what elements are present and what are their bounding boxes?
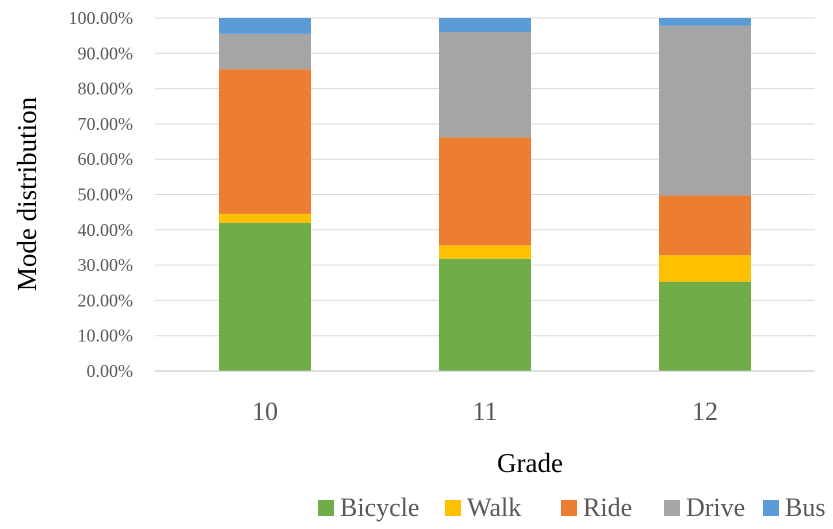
y-tick-label: 90.00%	[78, 43, 134, 63]
y-axis-ticks: 0.00% 10.00% 20.00% 30.00% 40.00% 50.00% 60.00…	[69, 8, 134, 381]
x-tick-label: 10	[252, 397, 278, 426]
bar-segment-ride	[439, 137, 531, 246]
bar-segment-bus	[439, 18, 531, 33]
bar-segment-drive	[219, 33, 311, 70]
y-tick-label: 0.00%	[87, 361, 134, 381]
bar-segment-ride	[219, 69, 311, 214]
legend-label-drive: Drive	[686, 493, 745, 522]
y-tick-label: 100.00%	[69, 8, 134, 28]
y-axis-title: Mode distribution	[12, 96, 42, 291]
bar-segment-ride	[659, 195, 751, 256]
bar-segment-bicycle	[439, 258, 531, 371]
x-axis-title: Grade	[497, 448, 563, 478]
bar-segment-bus	[659, 18, 751, 26]
bars	[219, 18, 751, 371]
legend-swatch-bicycle	[318, 500, 334, 516]
y-tick-label: 80.00%	[78, 79, 134, 99]
bar-segment-walk	[659, 255, 751, 282]
bar-segment-drive	[659, 25, 751, 196]
y-tick-label: 70.00%	[78, 114, 134, 134]
legend-swatch-bus	[763, 500, 779, 516]
x-tick-label: 12	[692, 397, 718, 426]
y-tick-label: 50.00%	[78, 185, 134, 205]
legend-swatch-ride	[561, 500, 577, 516]
x-axis-ticks: 10 11 12	[252, 397, 718, 426]
bar-segment-drive	[439, 32, 531, 138]
y-tick-label: 30.00%	[78, 255, 134, 275]
y-tick-label: 20.00%	[78, 290, 134, 310]
bar-segment-bicycle	[219, 222, 311, 371]
bar-segment-walk	[439, 245, 531, 259]
legend-label-walk: Walk	[467, 493, 521, 522]
legend-label-ride: Ride	[583, 493, 632, 522]
bar-segment-bicycle	[659, 281, 751, 371]
bar-segment-walk	[219, 213, 311, 223]
legend-label-bicycle: Bicycle	[340, 493, 419, 522]
y-tick-label: 10.00%	[78, 326, 134, 346]
legend-label-bus: Bus	[785, 493, 825, 522]
bar-segment-bus	[219, 18, 311, 34]
y-tick-label: 60.00%	[78, 149, 134, 169]
y-tick-label: 40.00%	[78, 220, 134, 240]
x-tick-label: 11	[472, 397, 497, 426]
legend: Bicycle Walk Ride Drive Bus	[318, 493, 825, 522]
legend-swatch-walk	[445, 500, 461, 516]
legend-swatch-drive	[664, 500, 680, 516]
